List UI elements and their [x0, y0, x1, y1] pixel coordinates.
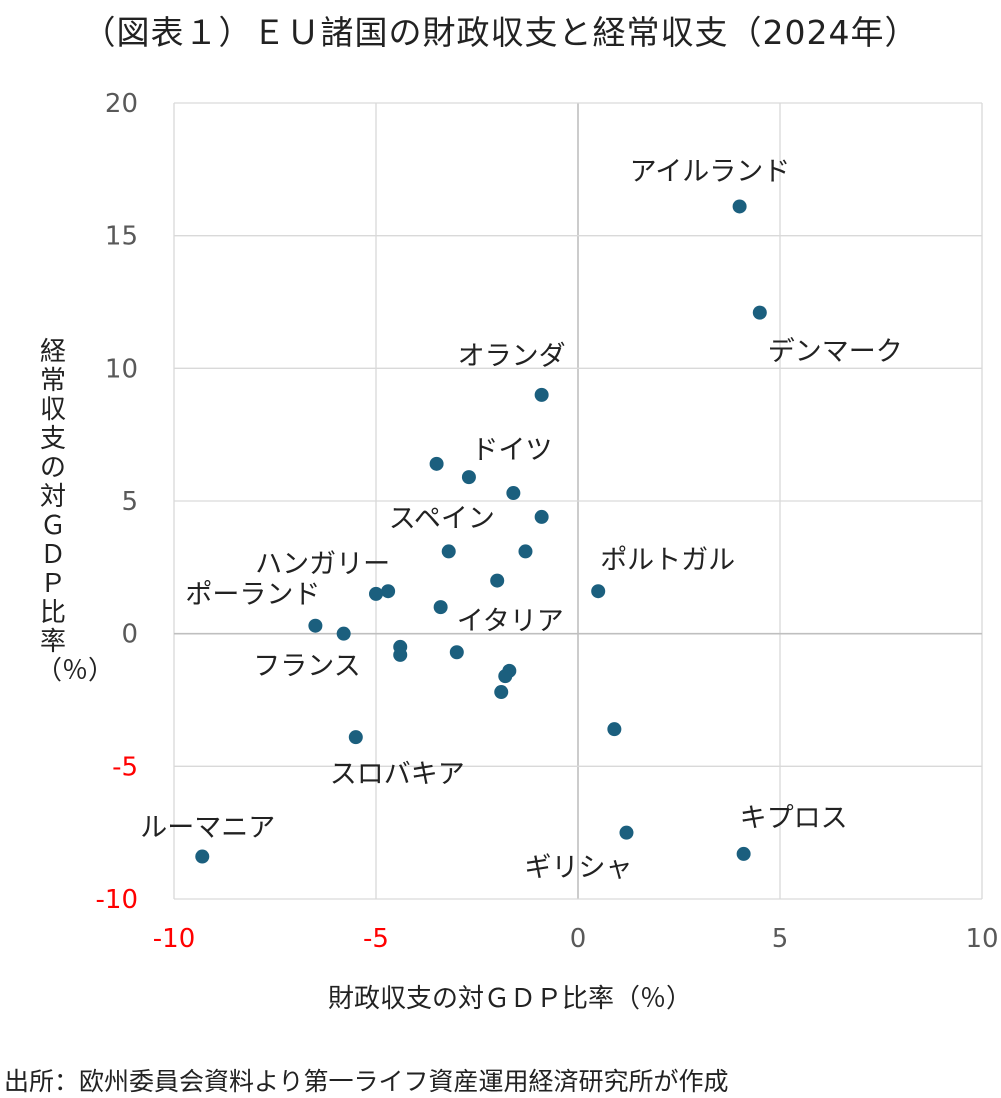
data-point	[429, 456, 444, 471]
point-label: スロバキア	[330, 759, 465, 790]
x-tick-label: 5	[772, 924, 789, 954]
data-point	[736, 846, 751, 861]
data-point	[195, 849, 210, 864]
point-label: ポーランド	[185, 580, 320, 611]
x-tick-label: 10	[965, 924, 998, 954]
data-point	[336, 626, 351, 641]
point-label: オランダ	[458, 341, 566, 372]
y-tick-label: -5	[112, 752, 138, 782]
point-label: ルーマニア	[140, 813, 275, 844]
data-point	[449, 645, 464, 660]
y-tick-label: 20	[105, 89, 138, 119]
y-tick-label: 10	[105, 354, 138, 384]
y-tick-label: 15	[105, 222, 138, 252]
data-point	[441, 544, 456, 559]
data-point	[490, 573, 505, 588]
data-point	[591, 584, 606, 599]
grid-lines	[173, 102, 983, 900]
x-axis-label: 財政収支の対ＧＤＰ比率（％）	[328, 984, 692, 1014]
point-label: ドイツ	[471, 435, 552, 466]
data-point	[369, 586, 383, 601]
data-point	[534, 509, 549, 524]
data-point	[393, 647, 408, 662]
data-point	[732, 199, 747, 214]
data-point	[619, 825, 634, 840]
x-tick-label: 0	[570, 924, 587, 954]
x-tick-label: -10	[153, 924, 195, 954]
x-tick-label: -5	[363, 924, 389, 954]
source-note: 出所：欧州委員会資料より第一ライフ資産運用経済研究所が作成	[4, 1067, 729, 1096]
data-point	[381, 584, 396, 599]
data-point	[498, 669, 513, 684]
data-point	[607, 722, 622, 737]
data-point	[752, 305, 767, 320]
data-point	[461, 470, 476, 485]
data-point	[494, 685, 509, 700]
data-points	[195, 199, 767, 864]
point-label: フランス	[253, 651, 360, 682]
y-tick-label: -10	[96, 885, 138, 915]
tick-labels: -10 -5 0 5 10 -10 -5 0 5 10 15 20	[96, 89, 999, 954]
y-tick-label: 5	[121, 487, 138, 517]
data-point	[518, 544, 533, 559]
point-label: ポルトガル	[600, 545, 735, 576]
point-label: ハンガリー	[255, 549, 390, 580]
data-point	[534, 387, 549, 402]
point-label: アイルランド	[630, 156, 791, 187]
data-point	[433, 600, 448, 615]
point-label: イタリア	[457, 606, 564, 637]
point-label: キプロス	[740, 803, 848, 834]
point-label: デンマーク	[768, 337, 903, 368]
y-tick-label: 0	[121, 620, 138, 650]
chart-title: （図表１）ＥＵ諸国の財政収支と経常収支（2024年）	[82, 13, 919, 52]
data-point	[308, 618, 323, 633]
data-point	[348, 730, 363, 745]
point-label: スペイン	[389, 503, 495, 534]
point-label: ギリシャ	[524, 853, 632, 884]
data-point	[506, 486, 521, 501]
y-axis-label: 経常収支の対ＧＤＰ比率（％）	[36, 337, 115, 686]
